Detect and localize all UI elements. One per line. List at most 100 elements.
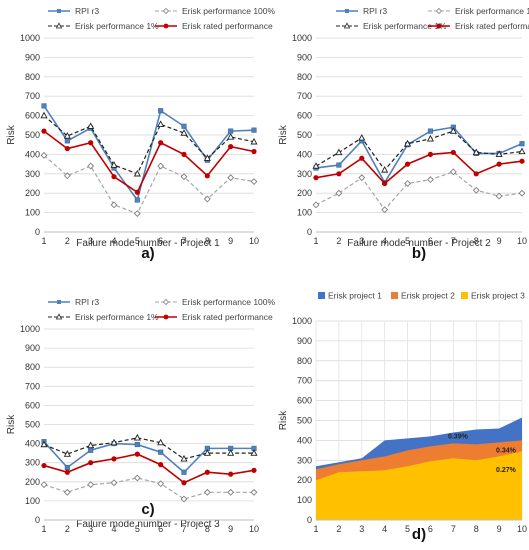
y-tick-label: 0: [35, 515, 40, 525]
legend-marker: [343, 22, 351, 29]
data-point-erisk-rated-performance: [158, 140, 164, 146]
data-point-erisk-rated-performance: [88, 140, 94, 146]
legend-item-erisk-project-3: Erisk project 3: [461, 291, 525, 301]
data-point-erisk-performance-1: [87, 441, 95, 449]
data-point-erisk-performance-100: [449, 168, 457, 176]
data-point-erisk-performance-100: [133, 210, 141, 218]
y-tick-label: 1000: [20, 324, 40, 334]
data-point-rpi-r3: [64, 138, 70, 144]
legend-marker: [163, 23, 169, 29]
x-tick-label: 8: [205, 236, 210, 246]
data-label: 0.34%: [496, 447, 517, 454]
x-tick-label: 1: [313, 236, 318, 246]
data-point-erisk-performance-100: [180, 495, 188, 503]
data-point-erisk-rated-performance: [134, 189, 140, 195]
legend-label: Erisk project 3: [471, 291, 525, 301]
x-tick-label: 9: [497, 524, 502, 534]
y-tick-label: 900: [297, 336, 312, 346]
y-tick-label: 800: [297, 356, 312, 366]
series-line-erisk-performance-1: [43, 437, 254, 460]
data-point-rpi-r3: [519, 141, 525, 147]
data-point-rpi-r3: [427, 128, 433, 134]
legend-label: Erisk performance 1%: [75, 312, 159, 322]
x-axis-label: Failure mode number - Project 2: [347, 238, 491, 249]
x-tick-label: 1: [313, 524, 318, 534]
y-tick-label: 1000: [20, 33, 40, 43]
data-point-erisk-performance-100: [203, 195, 211, 203]
legend-marker: [436, 23, 442, 29]
y-tick-label: 900: [297, 52, 312, 62]
y-tick-label: 0: [35, 227, 40, 237]
legend-item-erisk-rated-performance: Erisk rated performance: [155, 312, 273, 322]
y-tick-label: 100: [297, 495, 312, 505]
data-point-erisk-performance-1: [110, 161, 118, 168]
x-tick-label: 9: [228, 236, 233, 246]
data-point-erisk-performance-1: [227, 132, 235, 140]
data-point-erisk-performance-100: [518, 189, 526, 197]
data-point-erisk-performance-1: [312, 162, 320, 169]
series-line-rpi-r3: [43, 441, 254, 474]
legend-swatch: [461, 292, 468, 299]
chart-panel-b: 0 100 200 300 400 500 600 700 800 900 1000 1 2 3 4 5 6 7 8…: [278, 6, 529, 262]
data-point-rpi-r3: [336, 162, 342, 168]
panel-label: a): [141, 245, 154, 262]
y-axis-label: Risk: [278, 124, 289, 144]
x-tick-label: 4: [382, 524, 387, 534]
y-tick-label: 500: [25, 130, 40, 140]
x-tick-label: 1: [41, 524, 46, 534]
data-point-erisk-performance-100: [472, 186, 480, 194]
legend-marker: [57, 9, 61, 13]
data-point-erisk-performance-1: [157, 438, 165, 446]
data-point-erisk-performance-1: [518, 147, 526, 155]
data-point-erisk-rated-performance: [111, 456, 117, 462]
data-point-erisk-rated-performance: [313, 175, 319, 181]
legend-label: Erisk performance 1%: [363, 21, 447, 31]
x-tick-label: 3: [359, 524, 364, 534]
legend-item-erisk-project-1: Erisk project 1: [318, 291, 382, 301]
panel-label: d): [412, 526, 426, 543]
legend-label: Erisk performance 100%: [182, 6, 276, 16]
data-point-erisk-rated-performance: [496, 161, 502, 167]
y-tick-label: 300: [25, 169, 40, 179]
data-point-erisk-performance-100: [110, 479, 118, 487]
legend-marker: [345, 9, 349, 13]
data-point-erisk-performance-1: [227, 449, 235, 456]
x-tick-label: 10: [249, 524, 259, 534]
y-tick-label: 300: [25, 458, 40, 468]
x-tick-label: 5: [135, 236, 140, 246]
data-point-erisk-performance-1: [157, 120, 165, 127]
legend-label: RPI r3: [363, 6, 387, 16]
legend-item-erisk-performance-100: Erisk performance 100%: [155, 6, 276, 16]
y-tick-label: 300: [297, 455, 312, 465]
legend-item-erisk-project-2: Erisk project 2: [391, 291, 455, 301]
y-tick-label: 100: [25, 208, 40, 218]
y-tick-label: 200: [25, 477, 40, 487]
area-erisk-project-3: [316, 451, 522, 520]
y-tick-label: 500: [297, 416, 312, 426]
data-point-erisk-performance-100: [63, 172, 71, 180]
x-tick-label: 8: [474, 236, 479, 246]
y-tick-label: 200: [25, 188, 40, 198]
legend-label: Erisk performance 1%: [75, 21, 159, 31]
y-tick-label: 200: [297, 475, 312, 485]
legend-label: RPI r3: [75, 297, 99, 307]
y-tick-label: 500: [297, 130, 312, 140]
data-point-erisk-performance-1: [381, 165, 389, 173]
data-point-erisk-performance-1: [110, 438, 118, 446]
data-point-erisk-performance-100: [63, 488, 71, 496]
x-tick-label: 7: [181, 236, 186, 246]
data-point-rpi-r3: [158, 449, 164, 455]
chart-panel-d: 0 100 200 300 400 500 600 700 800 900 1000 1 2 3 4 5 6 7 8…: [278, 291, 527, 544]
data-point-erisk-performance-1: [472, 148, 480, 156]
panel-label: c): [141, 501, 154, 518]
y-tick-label: 700: [297, 91, 312, 101]
series-line-rpi-r3: [315, 126, 523, 185]
series-line-erisk-performance-100: [315, 171, 523, 211]
x-tick-label: 10: [517, 236, 527, 246]
data-point-rpi-r3: [88, 447, 94, 453]
data-point-erisk-performance-100: [157, 480, 165, 488]
data-point-erisk-performance-100: [495, 192, 503, 200]
series-line-erisk-performance-1: [43, 115, 255, 175]
series-line-erisk-rated-performance: [315, 151, 523, 185]
